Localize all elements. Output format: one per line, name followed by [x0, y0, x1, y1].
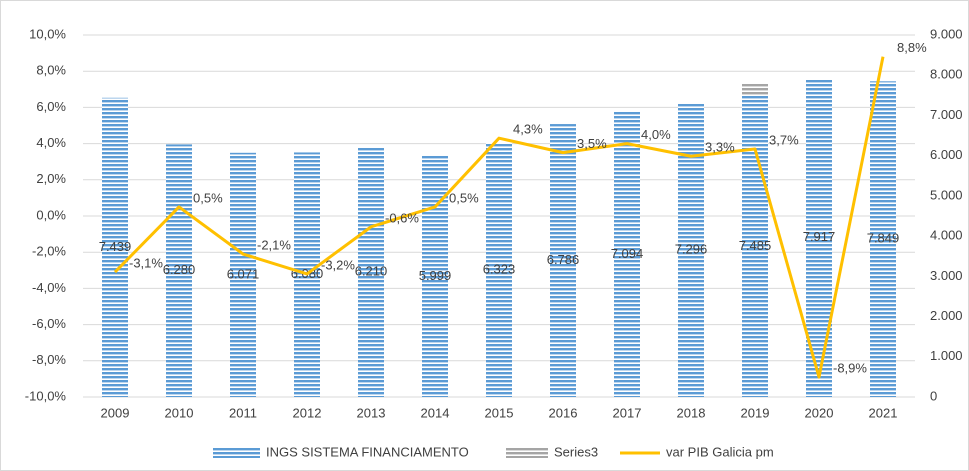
y2-tick-label: 5.000 [930, 187, 963, 202]
bar-label: 6.071 [227, 266, 260, 281]
y2-tick-label: 8.000 [930, 67, 963, 82]
line-label: 0,5% [449, 190, 479, 205]
bar-label: 7.849 [867, 231, 900, 246]
line-label: -2,1% [257, 237, 291, 252]
y2-tick-label: 7.000 [930, 107, 963, 122]
bar [166, 144, 192, 397]
bar [742, 83, 768, 96]
x-tick-label: 2014 [421, 405, 450, 420]
line-label: 4,0% [641, 127, 671, 142]
x-tick-label: 2011 [229, 405, 257, 420]
y2-tick-label: 1.000 [930, 348, 963, 363]
x-tick-label: 2009 [101, 405, 130, 420]
y-tick-label: 2,0% [36, 171, 66, 186]
legend-swatch [213, 448, 260, 458]
bar-label: 7.485 [739, 238, 772, 253]
x-tick-label: 2020 [805, 405, 834, 420]
y-tick-label: 10,0% [29, 26, 66, 41]
bar-label: 7.094 [611, 246, 644, 261]
y-tick-label: 6,0% [36, 99, 66, 114]
x-tick-label: 2018 [677, 405, 706, 420]
bar [358, 147, 384, 397]
bar [678, 103, 704, 397]
bar-label: 6.323 [483, 261, 516, 276]
y-tick-label: -2,0% [32, 244, 66, 259]
line-label: -3,1% [129, 256, 163, 271]
line-label: 8,8% [897, 40, 927, 55]
bar-label: 7.917 [803, 229, 836, 244]
bar [550, 124, 576, 397]
line-label: 3,3% [705, 140, 735, 155]
y2-tick-label: 3.000 [930, 268, 963, 283]
line-label: -8,9% [833, 361, 867, 376]
y2-tick-label: 4.000 [930, 228, 963, 243]
legend-label: Series3 [554, 444, 598, 459]
bar [230, 152, 256, 397]
y-tick-label: 8,0% [36, 63, 66, 78]
bar [486, 142, 512, 397]
x-tick-label: 2021 [869, 405, 898, 420]
bar-label: 6.786 [547, 252, 580, 267]
bar-label: 5.999 [419, 268, 452, 283]
bar-label: 6.210 [355, 264, 388, 279]
line-label: 3,7% [769, 132, 799, 147]
y2-tick-label: 2.000 [930, 308, 963, 323]
line [113, 56, 885, 379]
line-label: 0,5% [193, 190, 223, 205]
y2-tick-label: 0 [930, 388, 937, 403]
bar-label: 7.439 [99, 239, 132, 254]
y-tick-label: 0,0% [36, 207, 66, 222]
x-tick-label: 2016 [549, 405, 578, 420]
x-tick-label: 2013 [357, 405, 386, 420]
bar [742, 95, 768, 397]
line-label: -3,2% [321, 257, 355, 272]
bar [870, 81, 896, 397]
x-tick-label: 2012 [293, 405, 322, 420]
legend-label: var PIB Galicia pm [666, 444, 774, 459]
line-label: -0,6% [385, 210, 419, 225]
line-label: 3,5% [577, 136, 607, 151]
x-tick-label: 2015 [485, 405, 514, 420]
y2-tick-label: 6.000 [930, 147, 963, 162]
y-tick-label: -8,0% [32, 352, 66, 367]
legend-swatch [506, 448, 548, 458]
y-tick-label: 4,0% [36, 135, 66, 150]
bar [614, 111, 640, 397]
y2-tick-label: 9.000 [930, 26, 963, 41]
bar-label: 6.280 [163, 262, 196, 277]
bar [102, 97, 128, 397]
y-tick-label: -10,0% [25, 388, 67, 403]
x-tick-label: 2010 [165, 405, 194, 420]
y-tick-label: -6,0% [32, 316, 66, 331]
y-tick-label: -4,0% [32, 280, 66, 295]
x-tick-label: 2017 [613, 405, 642, 420]
x-tick-label: 2019 [741, 405, 770, 420]
legend-label: INGS SISTEMA FINANCIAMENTO [266, 444, 469, 459]
line-label: 4,3% [513, 122, 543, 137]
bar-label: 7.296 [675, 242, 708, 257]
